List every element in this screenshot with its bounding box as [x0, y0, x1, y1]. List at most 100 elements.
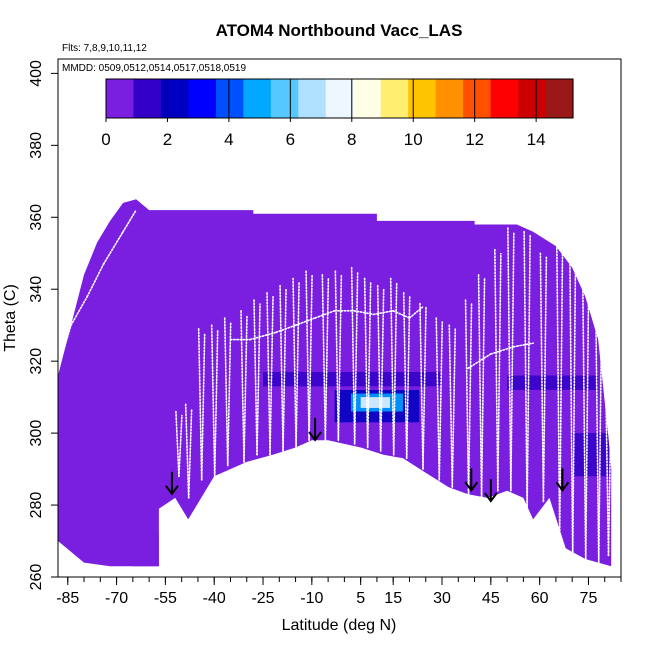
ascent-track — [571, 242, 577, 557]
cruise-track — [249, 331, 277, 341]
cruise-track — [58, 324, 72, 370]
ascent-track — [392, 281, 398, 456]
colorbar-tick-label: 0 — [101, 130, 110, 149]
ascent-track — [405, 296, 411, 460]
ascent-track — [584, 278, 590, 564]
cruise-track — [102, 230, 124, 265]
descent-track — [494, 248, 499, 492]
colorbar-tick-label: 2 — [163, 130, 172, 149]
y-axis-label: Theta (C) — [2, 284, 19, 352]
x-tick-label: 30 — [433, 590, 451, 607]
down-arrow-icon — [464, 468, 479, 492]
ascent-track — [324, 278, 330, 442]
descent-track — [279, 284, 284, 452]
colorbar-tick-label: 12 — [465, 130, 484, 149]
heatmap-cell — [360, 397, 390, 408]
descent-track — [175, 410, 180, 478]
descent-track — [604, 367, 610, 557]
ascent-track — [366, 281, 372, 449]
colorbar-segment — [325, 79, 354, 118]
descent-track — [350, 266, 356, 445]
descent-track — [477, 274, 483, 499]
descent-track — [210, 324, 216, 478]
descent-track — [321, 274, 327, 442]
colorbar-segment — [353, 79, 382, 118]
colorbar-segment — [133, 79, 162, 118]
descent-track — [523, 230, 528, 514]
ascent-track — [200, 331, 206, 481]
ascent-track — [187, 407, 193, 499]
colorbar: 0 2 4 6 8 10 12 14 — [101, 78, 574, 149]
down-arrow-icon — [484, 479, 498, 503]
x-tick-label: 45 — [482, 590, 500, 607]
cruise-track — [122, 209, 137, 233]
ascent-track — [337, 274, 343, 442]
plot-frame — [57, 58, 622, 578]
heatmap-field — [58, 199, 612, 567]
colorbar-segment — [106, 79, 135, 118]
y-axis: 260 280 300 320 340 360 380 400 — [28, 60, 58, 590]
descent-track — [568, 238, 574, 557]
descent-track — [197, 327, 203, 481]
cruise-track — [467, 353, 492, 370]
heatmap-cell — [132, 533, 166, 567]
down-arrow-icon — [308, 417, 322, 442]
colorbar-segment — [243, 79, 272, 118]
cruise-track — [294, 317, 316, 326]
ascent-track — [226, 321, 232, 467]
colorbar-tick-label: 10 — [404, 130, 423, 149]
ascent-track — [213, 328, 219, 478]
descent-track — [594, 302, 600, 564]
x-tick-label: 5 — [356, 590, 365, 607]
ascent-track — [295, 281, 300, 449]
ascent-track — [451, 328, 457, 488]
y-tick-label: 260 — [28, 564, 45, 591]
colorbar-segment — [490, 79, 519, 118]
cruise-track — [86, 263, 105, 298]
ascent-track — [422, 306, 427, 470]
descent-track — [266, 292, 271, 456]
descent-track — [419, 302, 424, 470]
ascent-track — [542, 256, 548, 503]
y-tick-label: 400 — [28, 60, 45, 87]
descent-track — [464, 299, 470, 496]
descent-track — [402, 292, 408, 460]
y-tick-label: 360 — [28, 204, 45, 231]
descent-track — [240, 310, 245, 463]
colorbar-segment — [380, 79, 409, 118]
descent-track — [389, 277, 395, 456]
colorbar-segment — [518, 79, 547, 118]
x-tick-label: 60 — [531, 590, 549, 607]
cruise-track — [490, 345, 515, 355]
y-tick-label: 280 — [28, 492, 45, 519]
descent-track — [253, 299, 258, 456]
colorbar-segment — [215, 79, 244, 118]
descent-track — [223, 317, 229, 467]
x-tick-label: -25 — [251, 590, 274, 607]
colorbar-segment — [435, 79, 464, 118]
ascent-track — [558, 234, 564, 535]
y-tick-label: 300 — [28, 420, 45, 447]
cruise-track — [392, 310, 411, 319]
ascent-track — [353, 270, 359, 445]
flights-header: Flts: 7,8,9,10,11,12 — [62, 43, 147, 54]
hotspot-cells — [132, 371, 612, 567]
flight-tracks — [58, 209, 613, 564]
x-tick-label: -70 — [105, 590, 128, 607]
descent-track — [581, 274, 587, 564]
colorbar-tick-label: 4 — [224, 130, 233, 149]
cruise-track — [353, 310, 375, 316]
colorbar-segment — [160, 79, 190, 118]
down-arrow-icon — [165, 471, 179, 496]
y-tick-label: 340 — [28, 276, 45, 303]
ascent-track — [497, 252, 502, 492]
cruise-track — [70, 295, 89, 326]
colorbar-segment — [298, 79, 327, 118]
descent-track — [292, 277, 297, 449]
descent-track — [305, 270, 310, 442]
marker-arrows — [165, 417, 570, 503]
ascent-track — [480, 278, 486, 499]
ascent-track — [269, 296, 274, 456]
y-tick-label: 380 — [28, 132, 45, 159]
ascent-track — [282, 288, 287, 452]
